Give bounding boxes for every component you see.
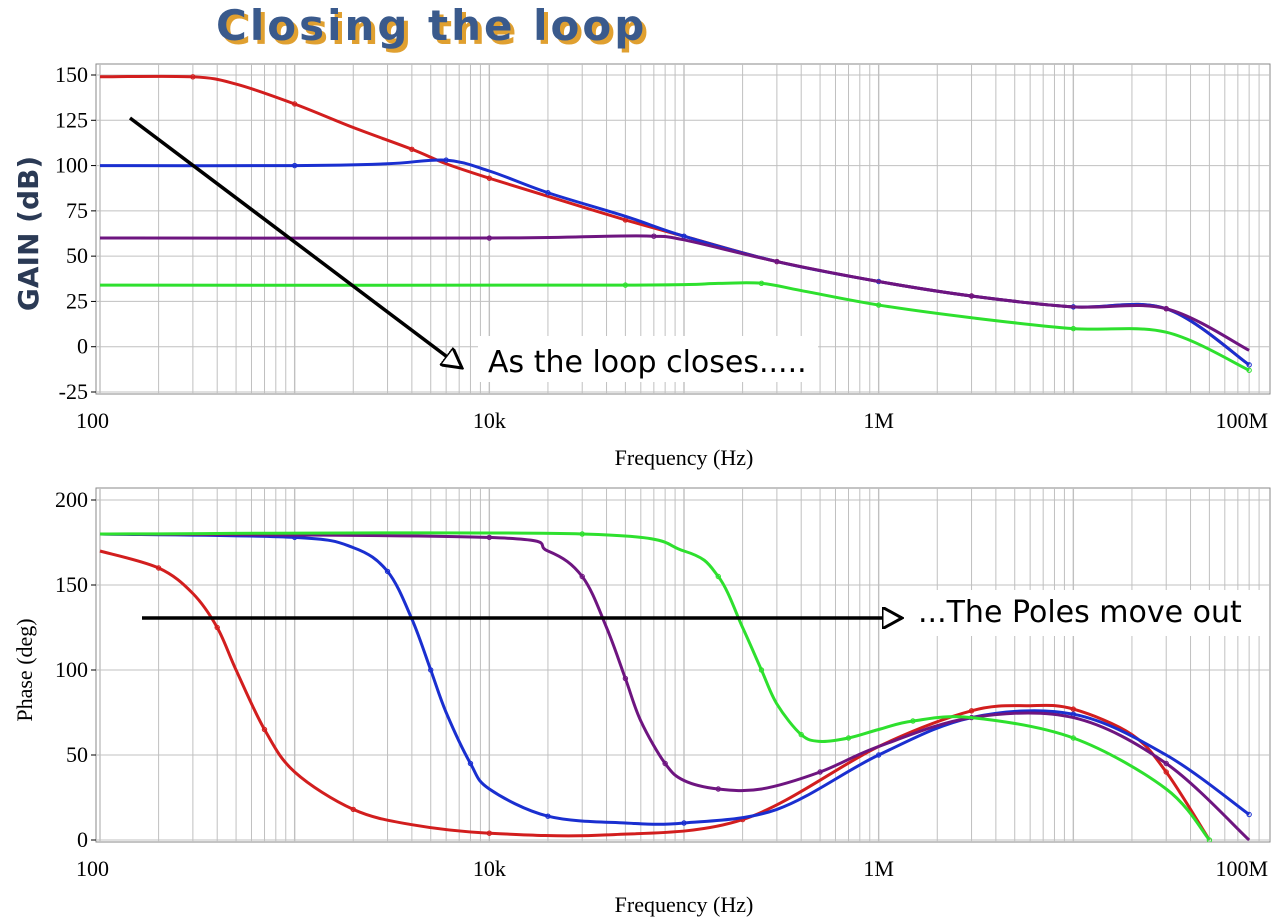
- data-point: [350, 806, 356, 813]
- data-point: [875, 752, 882, 758]
- x-axis-label: Frequency (Hz): [615, 445, 754, 470]
- y-tick-label: 100: [55, 657, 88, 682]
- x-tick-label: 100M: [1215, 408, 1268, 433]
- data-point: [291, 101, 298, 107]
- series-group: [99, 531, 1252, 842]
- x-tick-label: 10k: [473, 856, 506, 881]
- data-point: [774, 258, 780, 265]
- gain-plot: 150 125 100 75 50 25 0 -25 100 10k 1M 100M Frequency…: [12, 62, 1271, 470]
- x-tick-label: 10k: [473, 408, 506, 433]
- data-point: [798, 731, 804, 738]
- data-point: [486, 175, 493, 181]
- series-group: [99, 74, 1252, 373]
- data-point: [681, 820, 687, 826]
- data-point: [486, 830, 493, 836]
- series-line-green: [99, 281, 1250, 372]
- x-tick-label: 1M: [863, 408, 894, 433]
- y-axis-label: Phase (deg): [12, 618, 37, 721]
- x-axis-label: Frequency (Hz): [615, 892, 754, 917]
- data-point: [715, 573, 721, 580]
- data-point: [817, 769, 823, 775]
- x-tick-label: 100M: [1215, 856, 1268, 881]
- data-point: [875, 302, 882, 308]
- phase-annotation: ...The Poles move out: [142, 590, 1268, 636]
- data-point: [214, 624, 220, 631]
- phase-plot: 200 150 100 50 0 100 10k 1M 100M Frequency (Hz) Ph…: [12, 487, 1271, 917]
- series-line-red: [99, 549, 1211, 841]
- grid: [96, 64, 1270, 394]
- data-point: [662, 760, 668, 767]
- series-line-blue: [99, 532, 1251, 826]
- y-tick-label: 0: [77, 827, 88, 852]
- y-axis-label: GAIN (dB): [12, 156, 45, 311]
- data-point: [845, 735, 852, 741]
- data-point: [1070, 735, 1077, 741]
- y-tick-label: 150: [55, 62, 88, 87]
- gain-annotation: As the loop closes.....: [128, 116, 818, 382]
- data-point: [486, 235, 493, 241]
- phase-annotation-text: ...The Poles move out: [918, 595, 1242, 630]
- series-line-green: [99, 531, 1211, 841]
- data-point: [190, 74, 196, 80]
- series-line-purple: [99, 532, 1251, 842]
- x-tick-label: 1M: [863, 856, 894, 881]
- y-tick-label: 0: [77, 334, 88, 359]
- data-point: [291, 162, 298, 169]
- data-point: [261, 726, 268, 733]
- y-tick-label: 125: [55, 107, 88, 132]
- data-point: [579, 573, 585, 580]
- data-point: [622, 675, 629, 682]
- y-tick-label: 150: [55, 572, 88, 597]
- y-tick-label: -25: [59, 379, 88, 404]
- x-tick-label: 100: [76, 408, 109, 433]
- x-tick-label: 100: [76, 856, 109, 881]
- data-point: [579, 531, 585, 537]
- data-point: [1206, 837, 1213, 842]
- data-point: [758, 667, 765, 673]
- y-tick-label: 50: [66, 243, 88, 268]
- data-point: [910, 718, 916, 724]
- data-point: [155, 565, 162, 571]
- data-point: [384, 568, 391, 575]
- y-tick-label: 100: [55, 153, 88, 178]
- gain-annotation-text: As the loop closes.....: [488, 345, 807, 380]
- data-point: [1070, 325, 1077, 332]
- y-tick-label: 50: [66, 742, 88, 767]
- data-point: [622, 282, 629, 288]
- gain-arrow: [128, 116, 462, 368]
- series-line-purple: [99, 234, 1250, 352]
- chart-title: Closing the loop Closing the loop: [216, 1, 651, 54]
- data-point: [1246, 367, 1252, 373]
- data-point: [409, 146, 415, 152]
- data-point: [486, 534, 493, 541]
- y-tick-label: 75: [66, 198, 88, 223]
- title-shadow: Closing the loop: [220, 5, 651, 54]
- data-point: [443, 157, 449, 163]
- plot-area: [95, 487, 1271, 843]
- data-point: [1246, 811, 1252, 818]
- y-tick-label: 200: [55, 487, 88, 512]
- data-point: [545, 190, 551, 196]
- y-tick-label: 25: [66, 288, 88, 313]
- data-point: [1163, 769, 1169, 775]
- data-point: [715, 786, 721, 792]
- data-point: [545, 813, 551, 819]
- data-point: [467, 760, 474, 767]
- data-point: [1163, 305, 1169, 312]
- data-point: [428, 667, 434, 673]
- data-point: [651, 233, 657, 239]
- title-text: Closing the loop: [216, 1, 647, 50]
- data-point: [758, 280, 765, 287]
- data-point: [968, 708, 975, 714]
- data-point: [1163, 760, 1169, 767]
- data-point: [968, 293, 975, 299]
- data-point: [1246, 362, 1252, 368]
- data-point: [1070, 706, 1077, 712]
